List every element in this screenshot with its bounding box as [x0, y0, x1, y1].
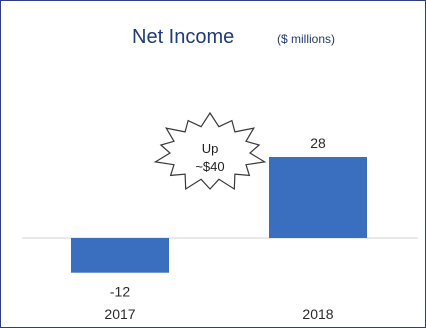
callout-burst-shape — [153, 111, 267, 191]
bars-layer — [71, 157, 367, 273]
data-label-2018: 28 — [310, 135, 326, 151]
labels-layer: -12 28 — [110, 135, 326, 300]
data-label-2017: -12 — [110, 284, 130, 300]
x-tick-2018: 2018 — [302, 306, 333, 322]
bar-2018 — [269, 157, 367, 238]
chart-title-group: Net Income ($ millions) — [132, 26, 335, 48]
callout-burst-group: Up ~$40 — [153, 111, 267, 191]
x-tick-2017: 2017 — [104, 306, 135, 322]
chart-subtitle: ($ millions) — [277, 32, 335, 46]
callout-text-line2: ~$40 — [195, 159, 224, 174]
ticks-layer: 2017 2018 — [104, 306, 333, 322]
chart-title: Net Income — [132, 26, 234, 48]
callout-text-line1: Up — [202, 141, 219, 156]
bar-2017 — [71, 238, 169, 273]
